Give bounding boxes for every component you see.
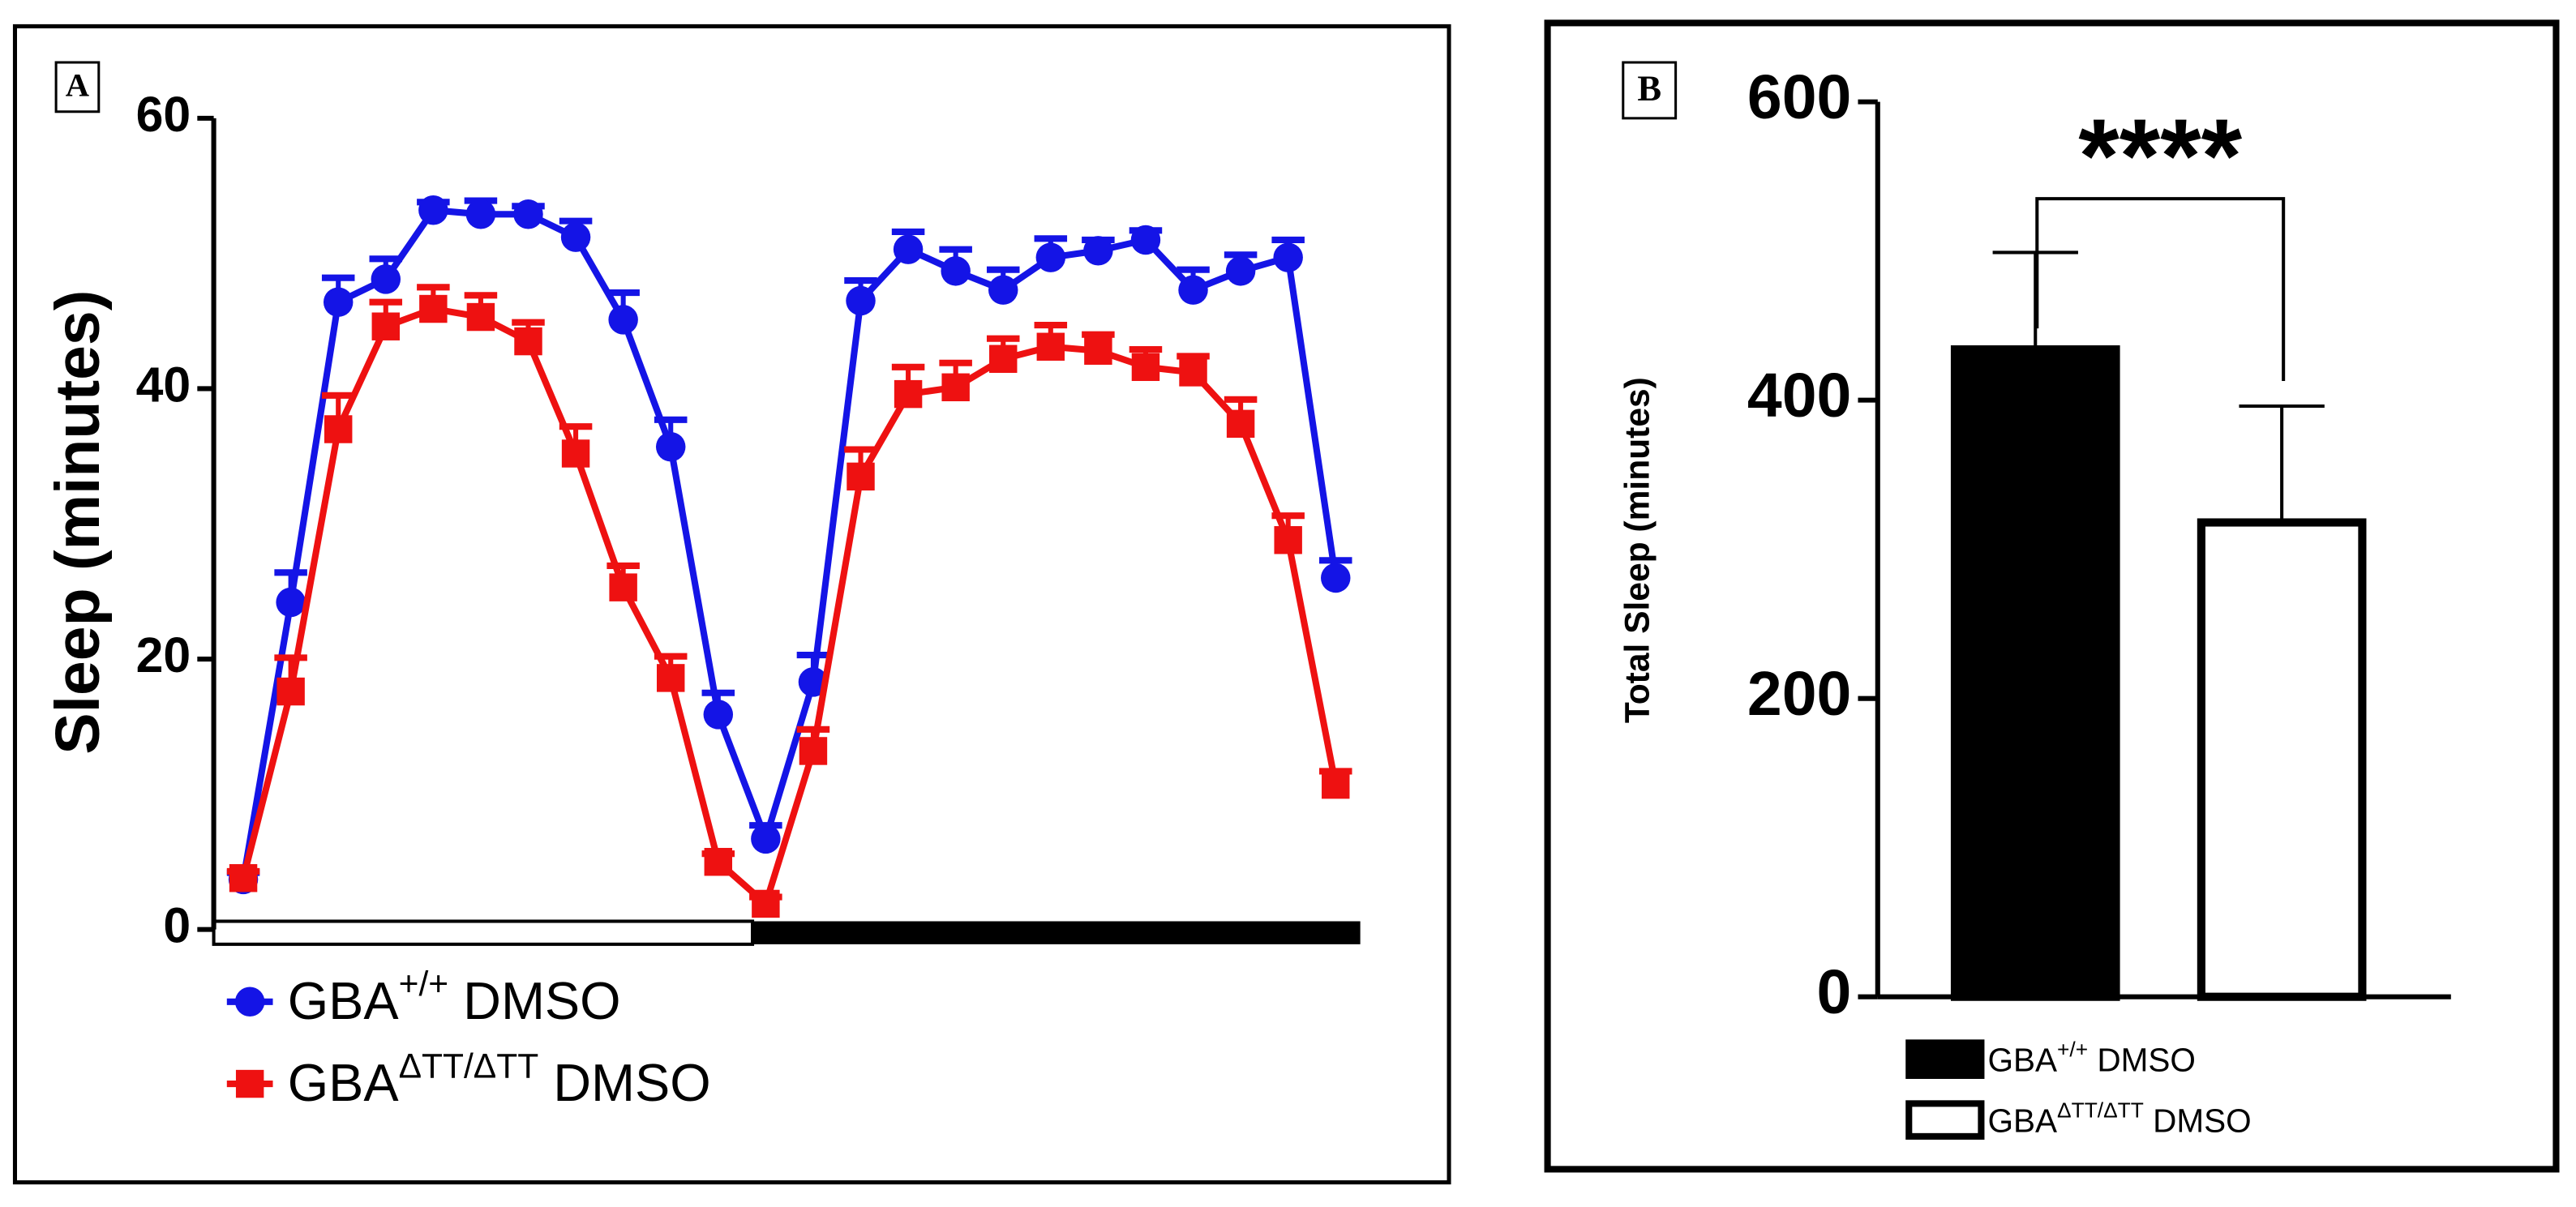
bar	[2197, 518, 2367, 1001]
legend-name: GBA	[288, 971, 400, 1030]
y-tick-label: 60	[136, 87, 191, 142]
data-point	[799, 737, 828, 765]
legend-superscript: ΔTT/ΔTT	[2057, 1098, 2144, 1122]
bar	[1950, 345, 2120, 1001]
data-point	[276, 587, 306, 618]
data-point	[1225, 256, 1256, 286]
panel-b-label-box	[1622, 61, 1678, 120]
series-line	[240, 207, 1339, 880]
legend-suffix: DMSO	[2097, 1041, 2196, 1078]
data-point	[1179, 358, 1207, 387]
legend-swatch	[1905, 1039, 1985, 1079]
data-point	[465, 199, 496, 229]
legend-suffix: DMSO	[463, 971, 620, 1030]
data-point	[418, 195, 448, 225]
y-tick-label: 600	[1747, 62, 1851, 132]
legend-label: GBAΔTT/ΔTT DMSO	[1988, 1098, 2252, 1139]
data-point	[513, 199, 543, 229]
data-point	[894, 379, 923, 409]
data-point	[752, 889, 780, 918]
data-point	[1131, 353, 1160, 381]
data-point	[1084, 336, 1112, 365]
legend-marker	[234, 987, 265, 1017]
data-point	[657, 664, 685, 692]
data-point	[608, 305, 638, 335]
legend-marker	[235, 1069, 264, 1098]
data-point	[560, 222, 591, 252]
data-point	[703, 700, 734, 730]
y-tick-label: 0	[1817, 957, 1852, 1027]
data-point	[514, 327, 542, 356]
legend-space	[538, 1053, 553, 1112]
data-point	[751, 824, 781, 854]
data-point	[1130, 225, 1161, 255]
panel-b-frame	[1544, 19, 2560, 1173]
data-point	[466, 302, 495, 332]
data-point	[1178, 275, 1208, 305]
legend-space	[2144, 1102, 2153, 1139]
significance: ****	[2078, 98, 2242, 215]
data-point	[1274, 526, 1302, 554]
data-point	[229, 864, 258, 892]
y-tick-label: 0	[163, 898, 191, 953]
data-point	[1273, 242, 1303, 272]
legend-space	[448, 971, 463, 1030]
legend-superscript: ΔTT/ΔTT	[399, 1047, 539, 1086]
data-point	[371, 312, 400, 340]
data-point	[655, 431, 686, 462]
y-tick-label: 200	[1747, 659, 1851, 729]
y-tick-label: 20	[136, 627, 191, 683]
data-point	[1035, 242, 1066, 272]
data-point	[561, 439, 590, 468]
legend-label: GBA+/+ DMSO	[1988, 1037, 2196, 1078]
legend-swatch	[1905, 1100, 1985, 1140]
data-point	[323, 287, 354, 317]
legend-superscript: +/+	[2057, 1037, 2088, 1061]
legend-label: GBA+/+ DMSO	[288, 965, 621, 1030]
legend-name: GBA	[1988, 1041, 2058, 1078]
data-point	[1321, 563, 1351, 593]
y-axis-label: Total Sleep (minutes)	[1618, 377, 1657, 723]
data-point	[609, 573, 637, 601]
legend-name: GBA	[288, 1053, 400, 1112]
legend-label: GBAΔTT/ΔTT DMSO	[288, 1047, 711, 1113]
panel-a-label-box	[54, 61, 101, 113]
data-point	[324, 415, 353, 443]
data-point	[989, 345, 1018, 373]
legend-superscript: +/+	[399, 965, 449, 1004]
legend-space	[2088, 1041, 2097, 1078]
data-point	[276, 677, 305, 706]
panel-label: B	[1637, 68, 1661, 109]
legend-name: GBA	[1988, 1102, 2058, 1139]
data-point	[847, 462, 875, 491]
data-point	[941, 373, 970, 402]
data-point	[846, 285, 876, 316]
data-point	[704, 848, 733, 876]
y-axis-label: Sleep (minutes)	[43, 290, 113, 755]
y-tick-label: 40	[136, 357, 191, 412]
data-point	[1226, 409, 1255, 439]
legend-suffix: DMSO	[2153, 1102, 2252, 1139]
data-point	[419, 294, 448, 323]
data-point	[1083, 236, 1113, 266]
dark-phase-bar	[752, 921, 1361, 944]
data-point	[941, 256, 971, 286]
data-point	[1322, 770, 1350, 799]
series-line	[240, 305, 1339, 910]
data-point	[988, 275, 1018, 305]
data-point	[371, 264, 401, 294]
panel-a-frame	[12, 24, 1451, 1185]
panel-label: A	[66, 67, 89, 104]
data-point	[1036, 332, 1065, 361]
y-tick-label: 400	[1747, 361, 1851, 430]
legend-suffix: DMSO	[553, 1053, 710, 1112]
data-point	[893, 234, 924, 264]
light-phase-bar	[212, 919, 755, 946]
